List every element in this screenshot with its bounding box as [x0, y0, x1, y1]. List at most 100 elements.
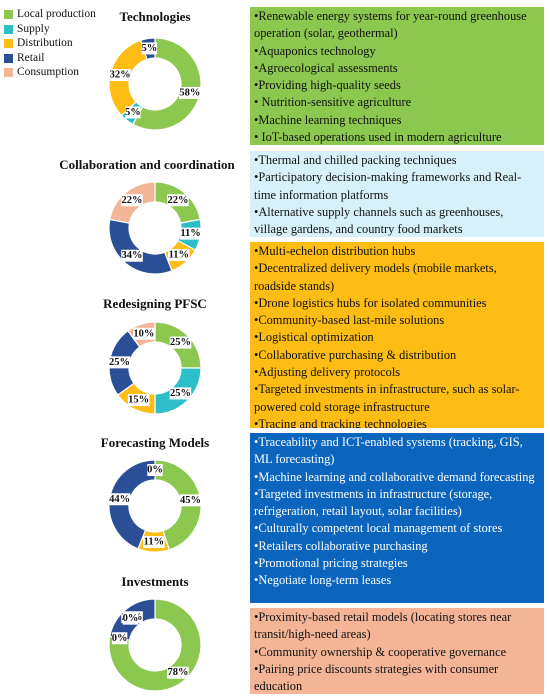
data-label-box [108, 493, 131, 506]
panel-bullet: Adjusting delivery protocols [254, 364, 540, 381]
donut-chart-forecasting-models: 45% 11% 44% 0% [108, 459, 202, 553]
data-label-distribution: 11% [143, 535, 165, 548]
panel-bullet: Negotiate long-term leases [254, 572, 540, 589]
data-label-box [108, 356, 131, 369]
data-label-box [167, 666, 189, 679]
data-label-text: 0% [147, 465, 163, 476]
donut-slice-local-production [154, 459, 202, 551]
panel-bullet: Targeted investments in infrastructure (… [254, 486, 540, 521]
panel-bullet: Retailers collaborative purchasing [254, 538, 540, 555]
legend-label: Retail [17, 51, 45, 64]
data-label-text: 25% [170, 388, 191, 399]
data-label-box [169, 336, 192, 349]
donut-chart-collaboration: 22% 11% 11% 34% 22% [108, 181, 202, 275]
data-label-text: 15% [128, 395, 149, 406]
legend-swatch-local-production [4, 10, 13, 19]
data-label-box [121, 194, 143, 207]
data-label-local-production: 22% [167, 194, 189, 207]
legend-label: Distribution [17, 37, 73, 49]
donut-slice-retail [108, 218, 173, 275]
panel-bullet: Thermal and chilled packing techniques [254, 152, 540, 169]
panel-bullet: Aquaponics technology [254, 43, 540, 60]
panel-bullet: Collaborative purchasing & distribution [254, 347, 540, 364]
data-label-local-production: 58% [179, 86, 201, 99]
data-label-text: 25% [109, 357, 130, 368]
data-label-box [167, 194, 189, 207]
legend-label: Local production [17, 8, 96, 20]
data-label-local-production: 25% [169, 336, 192, 349]
data-label-box [109, 69, 131, 82]
data-label-text: 58% [179, 87, 200, 98]
panel-bullet: Targeted investments in infrastructure, … [254, 381, 540, 416]
panel-bullet: Decentralized delivery models (mobile ma… [254, 260, 540, 295]
data-label-distribution: 0% [112, 632, 128, 645]
data-label-box [122, 612, 139, 625]
data-label-distribution: 11% [168, 249, 190, 262]
data-label-retail: 25% [108, 356, 131, 369]
data-label-box [127, 394, 150, 407]
data-label-text: 0% [112, 633, 128, 644]
chart-title-forecasting-models: Forecasting Models [100, 435, 210, 450]
panel-bullet: Alternative supply channels such as gree… [254, 204, 540, 237]
panel-bullet: Pairing price discounts strategies with … [254, 661, 540, 694]
panel-bullet: IoT-based operations used in modern agri… [254, 129, 540, 145]
legend-swatch-retail [4, 53, 13, 63]
chart-title-technologies: Technologies [119, 9, 191, 24]
chart-title-collaboration: Collaboration and coordination [59, 157, 235, 172]
data-label-text: 32% [110, 70, 131, 81]
data-label-local-production: 45% [179, 494, 202, 507]
panel-bullet: Providing high-quality seeds [254, 77, 540, 94]
data-label-local-production: 78% [167, 666, 189, 679]
legend-label: Consumption [17, 66, 79, 78]
data-label-retail: 44% [108, 493, 131, 506]
data-label-text: 34% [122, 250, 143, 261]
data-label-box [147, 464, 163, 476]
chart-legend: Local production Supply Distribution Ret… [4, 8, 96, 81]
data-label-consumption: 22% [121, 194, 143, 207]
panel-bullet: Community-based last-mile solutions [254, 312, 540, 329]
data-label-text: 78% [167, 667, 188, 678]
data-label-consumption: 0% [147, 464, 163, 476]
data-label-text: 5% [141, 43, 157, 54]
data-label-distribution: 32% [109, 69, 131, 82]
data-label-text: 45% [180, 495, 201, 506]
data-label-retail: 5% [141, 42, 157, 55]
panel-bullet: Machine learning and collaborative deman… [254, 469, 540, 486]
legend-item-retail: Retail [4, 52, 96, 65]
data-label-retail: 34% [121, 249, 143, 262]
donut-chart-investments: 78%0%22%0% [108, 598, 202, 692]
chart-title-redesigning-pfsc: Redesigning PFSC [103, 296, 207, 311]
donut-chart-technologies: 58% 5% 32% 5% [108, 37, 202, 131]
panel-bullet: Proximity-based retail models (locating … [254, 609, 540, 644]
data-label-text: 25% [170, 337, 191, 348]
panel-forecasting-models: Traceability and ICT-enabled systems (tr… [250, 433, 544, 603]
data-label-text: 22% [122, 195, 143, 206]
data-label-supply: 11% [179, 227, 202, 240]
panel-technologies: Renewable energy systems for year-round … [250, 7, 544, 145]
panel-bullet: Agroecological assessments [254, 60, 540, 77]
panel-redesigning-pfsc: Multi-echelon distribution hubs Decentra… [250, 242, 544, 428]
panel-bullet: Tracing and tracking technologies [254, 416, 540, 428]
legend-item-supply: Supply [4, 23, 96, 36]
legend-item-distribution: Distribution [4, 37, 96, 50]
data-label-supply: 5% [125, 106, 141, 119]
data-label-box [125, 106, 141, 119]
chart-title-investments: Investments [121, 574, 189, 589]
panel-bullet: Participatory decision-making frameworks… [254, 169, 540, 204]
data-label-text: 22% [167, 195, 188, 206]
panel-bullet: Renewable energy systems for year-round … [254, 8, 540, 43]
legend-label: Supply [17, 22, 50, 35]
data-label-text: 0% [123, 613, 139, 624]
data-label-box [133, 327, 155, 340]
data-label-box [179, 86, 201, 99]
donut-slice-retail [108, 459, 156, 550]
panel-bullet: Machine learning techniques [254, 112, 540, 129]
panel-bullet: Multi-echelon distribution hubs [254, 243, 540, 260]
legend-swatch-supply [4, 24, 13, 34]
panel-bullet: Traceability and ICT-enabled systems (tr… [254, 434, 540, 469]
data-label-text: 11% [169, 250, 189, 261]
panel-bullet: Nutrition-sensitive agriculture [254, 94, 540, 111]
data-label-supply: 25% [169, 387, 192, 400]
legend-swatch-distribution [4, 39, 13, 48]
legend-item-consumption: Consumption [4, 66, 96, 79]
